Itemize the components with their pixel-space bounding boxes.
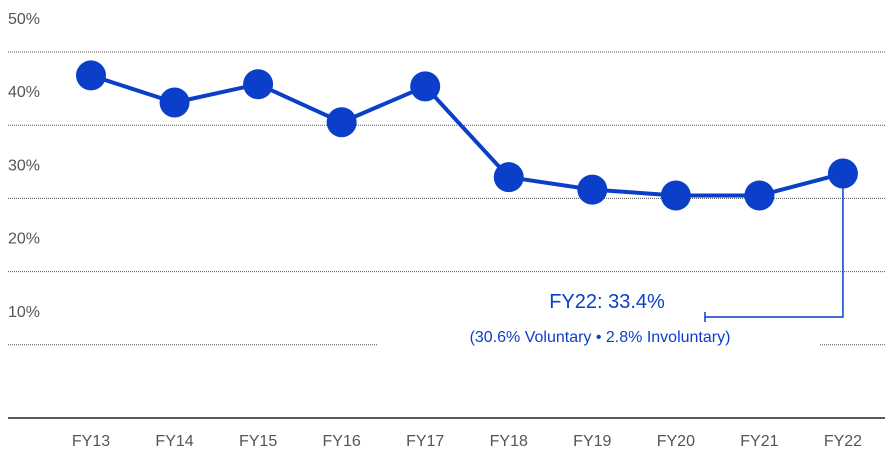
annotation-title: FY22: 33.4% [549, 291, 665, 313]
point [660, 180, 691, 211]
point [159, 87, 190, 118]
x-tick-label: FY22 [824, 433, 862, 450]
point [744, 180, 775, 211]
point [827, 158, 858, 189]
y-tick-label: 30% [8, 157, 40, 174]
y-tick-label: 50% [8, 11, 40, 28]
x-tick-label: FY15 [239, 433, 277, 450]
point [243, 69, 274, 100]
x-tick-label: FY20 [657, 433, 695, 450]
annotation-detail: (30.6% Voluntary • 2.8% Involuntary) [470, 329, 731, 346]
y-tick-label: 40% [8, 84, 40, 101]
line [90, 73, 844, 198]
x-tick-label: FY18 [490, 433, 528, 450]
x-tick-label: FY17 [406, 433, 444, 450]
point [326, 107, 357, 138]
x-tick-label: FY19 [573, 433, 611, 450]
point [76, 60, 106, 91]
x-tick-label: FY14 [155, 433, 193, 450]
point [577, 174, 608, 205]
point [493, 162, 524, 193]
annotation-background [378, 280, 820, 360]
annotation-connector [704, 173, 844, 322]
x-tick-label: FY13 [72, 433, 110, 450]
y-tick-label: 10% [8, 304, 40, 321]
x-tick-label: FY21 [740, 433, 778, 450]
point [410, 71, 441, 102]
y-tick-label: 20% [8, 231, 40, 248]
x-tick-label: FY16 [323, 433, 361, 450]
